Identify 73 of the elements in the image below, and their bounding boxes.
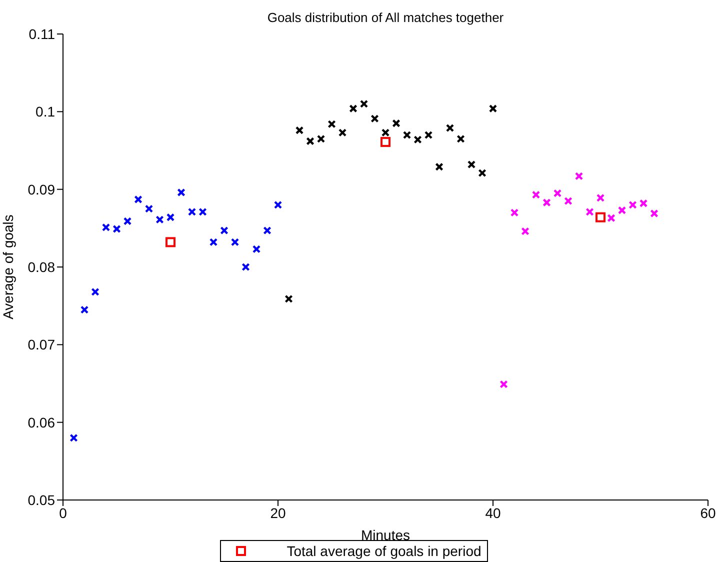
point: [414, 136, 422, 144]
point: [402, 130, 412, 140]
point: [628, 200, 637, 209]
point: [316, 134, 326, 143]
point: [230, 238, 240, 246]
point: [188, 208, 196, 216]
point: [532, 190, 540, 199]
point: [263, 226, 272, 235]
point: [446, 124, 454, 132]
point: [500, 380, 508, 388]
point: [123, 217, 132, 226]
point: [392, 119, 400, 128]
point: [144, 204, 154, 213]
point: [284, 294, 293, 303]
point: [338, 128, 347, 137]
point: [596, 194, 605, 202]
point: [252, 245, 261, 254]
y-tick-label: 0.05: [28, 492, 56, 508]
point: [435, 162, 444, 171]
point: [521, 227, 530, 236]
x-tick-label: 0: [59, 504, 68, 521]
point: [639, 199, 648, 208]
point: [134, 195, 142, 204]
x-tick-label: 20: [270, 504, 286, 521]
point: [70, 434, 78, 442]
point: [349, 104, 358, 113]
y-tick-label: 0.11: [28, 26, 56, 42]
point: [618, 206, 626, 214]
text: Total average of goals in period: [286, 543, 482, 559]
point: [91, 288, 100, 296]
y-tick-label: 0.08: [28, 258, 56, 275]
chart-title: Goals distribution of All matches together: [266, 10, 505, 25]
point: [177, 188, 186, 197]
y-axis-title: Average of goals: [0, 214, 16, 320]
point: [553, 189, 562, 198]
point: [574, 172, 584, 180]
point: [220, 226, 228, 235]
point: [381, 128, 390, 137]
point: [328, 120, 336, 128]
point: [456, 134, 465, 143]
point: [102, 223, 110, 232]
point: [80, 306, 89, 314]
y-tick-label: 0.1: [36, 104, 56, 120]
y-tick-label: 0.09: [28, 181, 56, 198]
point: [166, 213, 175, 222]
point: [424, 130, 433, 140]
point: [564, 196, 572, 206]
point: [650, 209, 658, 218]
x-tick-label: 60: [700, 504, 716, 521]
point: [542, 198, 551, 207]
point: [586, 208, 594, 216]
point: [596, 212, 606, 222]
point: [467, 160, 476, 169]
point: [242, 262, 250, 272]
x-tick-label: 40: [485, 504, 501, 521]
point: [209, 238, 218, 246]
point: [380, 136, 390, 147]
point: [607, 214, 616, 222]
point: [112, 224, 121, 234]
y-tick-label: 0.07: [28, 336, 56, 353]
point: [306, 137, 314, 146]
point: [370, 114, 379, 123]
point: [295, 126, 304, 134]
point: [488, 104, 498, 113]
point: [166, 237, 176, 248]
point: [478, 168, 486, 178]
x-axis-title: Minutes: [360, 527, 410, 543]
point: [198, 208, 207, 216]
point: [510, 208, 519, 217]
y-tick-label: 0.06: [28, 414, 56, 430]
point: [274, 200, 282, 209]
point: [156, 216, 164, 224]
point: [360, 100, 368, 108]
